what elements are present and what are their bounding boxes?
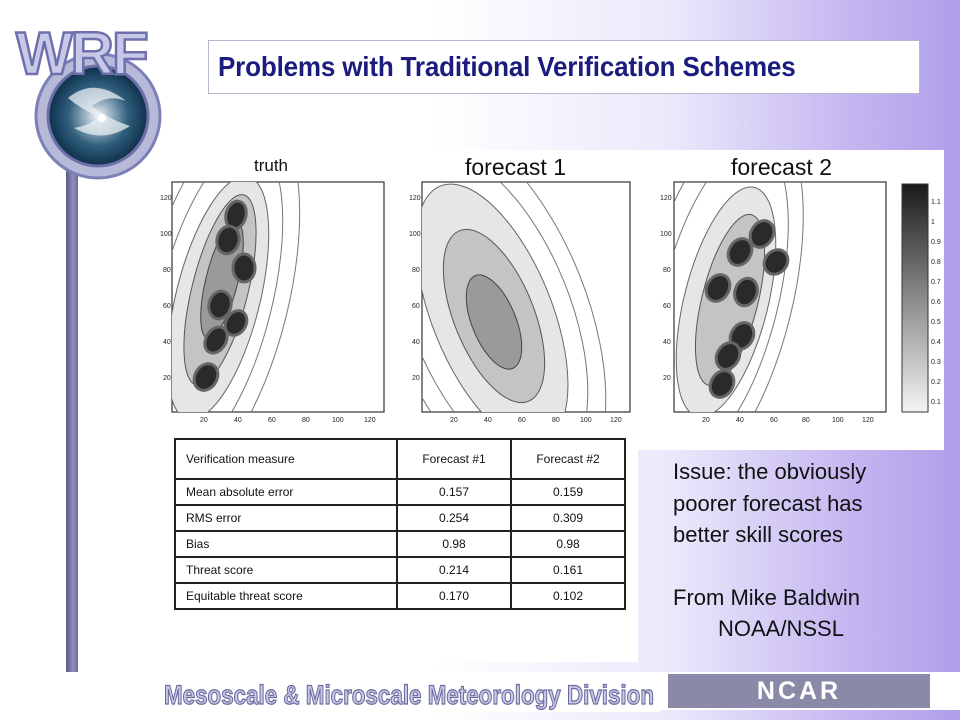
svg-text:Mesoscale & Microscale Meteoro: Mesoscale & Microscale Meteorology Divis… (164, 680, 654, 710)
cell-forecast-1: 0.98 (396, 530, 512, 558)
issue-line: poorer forecast has (673, 490, 863, 516)
table-row: RMS error 0.254 0.309 (174, 504, 626, 532)
header-measure: Verification measure (174, 438, 398, 480)
colorbar: 1.1 1 0.9 0.8 0.7 0.6 0.5 0.4 0.3 0.2 0.… (901, 183, 941, 413)
cell-forecast-1: 0.254 (396, 504, 512, 532)
truth-xtick: 20 (200, 417, 208, 424)
ncar-banner (668, 674, 930, 708)
credit-organization: NOAA/NSSL (718, 616, 844, 641)
forecast-2-ytick: 100 (660, 231, 672, 238)
truth-ytick: 60 (163, 303, 171, 310)
forecast-2-xtick: 100 (832, 417, 844, 424)
wrf-logo: WRF (15, 19, 162, 180)
truth-xtick: 40 (234, 417, 242, 424)
table-row: Threat score 0.214 0.161 (174, 556, 626, 584)
truth-xtick: 100 (332, 417, 344, 424)
forecast-1-ytick: 40 (412, 339, 420, 346)
contour-plots-svg: 120 100 80 60 40 20 20 40 60 80 100 120 (160, 181, 941, 424)
forecast-1-xtick: 120 (610, 417, 622, 424)
forecast-2-xtick: 80 (802, 417, 810, 424)
truth-ytick: 100 (160, 231, 172, 238)
cell-forecast-2: 0.159 (510, 478, 626, 506)
forecast-2-ytick: 60 (663, 303, 671, 310)
forecast-2-xtick: 20 (702, 417, 710, 424)
colorbar-tick: 0.6 (931, 299, 941, 306)
forecast-1-xtick: 100 (580, 417, 592, 424)
forecast-2-xtick: 40 (736, 417, 744, 424)
forecast-1-xtick: 20 (450, 417, 458, 424)
table-row: Mean absolute error 0.157 0.159 (174, 478, 626, 506)
forecast-1-xtick: 40 (484, 417, 492, 424)
forecast-2-ytick: 120 (660, 195, 672, 202)
credit-author: From Mike Baldwin (673, 584, 861, 610)
plot-label-forecast-2: forecast 2 (731, 154, 832, 180)
truth-xtick: 120 (364, 417, 376, 424)
cell-forecast-2: 0.161 (510, 556, 626, 584)
colorbar-tick: 0.8 (931, 259, 941, 266)
colorbar-tick: 0.2 (931, 379, 941, 386)
colorbar-tick: 0.4 (931, 339, 941, 346)
mmm-division-banner: Mesoscale & Microscale Meteorology Divis… (160, 674, 660, 712)
colorbar-tick: 0.5 (931, 319, 941, 326)
issue-line: better skill scores (673, 522, 843, 547)
table-header-row: Verification measure Forecast #1 Forecas… (174, 438, 626, 480)
issue-note: Issue: the obviously poorer forecast has… (673, 456, 866, 645)
truth-xtick: 60 (268, 417, 276, 424)
svg-text:WRF: WRF (16, 20, 147, 87)
cell-forecast-1: 0.157 (396, 478, 512, 506)
contour-figure: truth forecast 1 forecast 2 (158, 150, 944, 450)
forecast-2-xtick: 120 (862, 417, 874, 424)
forecast-1-ytick: 80 (412, 267, 420, 274)
cell-forecast-2: 0.309 (510, 504, 626, 532)
forecast-1-plot: 120 100 80 60 40 20 20 40 60 80 100 120 (409, 181, 631, 424)
colorbar-tick: 0.1 (931, 399, 941, 406)
forecast-2-ytick: 20 (663, 375, 671, 382)
colorbar-tick: 1 (931, 219, 935, 226)
forecast-1-xtick: 80 (552, 417, 560, 424)
header-forecast-1: Forecast #1 (396, 438, 512, 480)
cell-measure: Equitable threat score (174, 582, 398, 610)
truth-ytick: 40 (163, 339, 171, 346)
truth-ytick: 120 (160, 195, 172, 202)
truth-ytick: 80 (163, 267, 171, 274)
forecast-1-ytick: 20 (412, 375, 420, 382)
header-forecast-2: Forecast #2 (510, 438, 626, 480)
forecast-1-ytick: 120 (409, 195, 421, 202)
forecast-1-ytick: 60 (412, 303, 420, 310)
colorbar-tick: 0.9 (931, 239, 941, 246)
table-row: Equitable threat score 0.170 0.102 (174, 582, 626, 610)
cell-forecast-1: 0.170 (396, 582, 512, 610)
cell-forecast-1: 0.214 (396, 556, 512, 584)
forecast-2-ytick: 40 (663, 339, 671, 346)
forecast-1-xtick: 60 (518, 417, 526, 424)
left-accent-bar (66, 150, 78, 710)
colorbar-tick: 0.7 (931, 279, 941, 286)
truth-plot: 120 100 80 60 40 20 20 40 60 80 100 120 (160, 181, 385, 424)
truth-xtick: 80 (302, 417, 310, 424)
issue-line: Issue: the obviously (673, 459, 867, 484)
cell-measure: Mean absolute error (174, 478, 398, 506)
title-box (208, 40, 920, 94)
forecast-2-ytick: 80 (663, 267, 671, 274)
plot-label-truth: truth (254, 156, 289, 175)
verification-table: Verification measure Forecast #1 Forecas… (174, 438, 626, 610)
colorbar-tick: 1.1 (931, 199, 941, 206)
truth-ytick: 20 (163, 375, 171, 382)
ncar-logo-text: NCAR (756, 677, 842, 705)
cell-measure: Threat score (174, 556, 398, 584)
table-row: Bias 0.98 0.98 (174, 530, 626, 558)
colorbar-tick: 0.3 (931, 359, 941, 366)
forecast-1-ytick: 100 (409, 231, 421, 238)
forecast-2-plot: 120 100 80 60 40 20 20 40 60 80 100 120 (660, 181, 887, 424)
slide-title: Problems with Traditional Verification S… (218, 51, 796, 82)
cell-measure: Bias (174, 530, 398, 558)
cell-measure: RMS error (174, 504, 398, 532)
verification-table-panel: Verification measure Forecast #1 Forecas… (158, 436, 638, 662)
forecast-2-xtick: 60 (770, 417, 778, 424)
cell-forecast-2: 0.102 (510, 582, 626, 610)
cell-forecast-2: 0.98 (510, 530, 626, 558)
plot-label-forecast-1: forecast 1 (465, 154, 566, 180)
